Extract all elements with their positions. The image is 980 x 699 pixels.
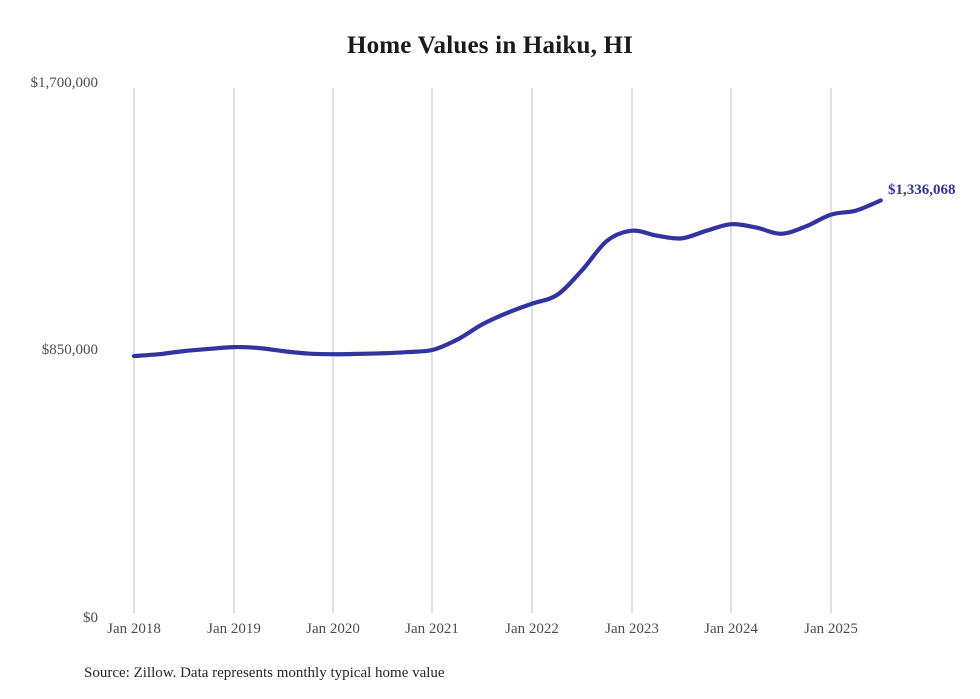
- end-value-annotation: $1,336,068: [888, 182, 956, 198]
- home-value-line: [131, 198, 883, 359]
- x-axis-tick-jan-2023: Jan 2023: [605, 621, 659, 637]
- x-axis-tick-jan-2024: Jan 2024: [704, 621, 758, 637]
- y-axis-tick-top: $1,700,000: [30, 75, 99, 91]
- x-axis-tick-jan-2020: Jan 2020: [306, 621, 360, 637]
- x-axis-tick-jan-2018: Jan 2018: [107, 621, 161, 637]
- x-axis-tick-jan-2021: Jan 2021: [405, 621, 459, 637]
- y-axis-tick-zero: $0: [83, 610, 98, 626]
- x-axis-tick-jan-2022: Jan 2022: [505, 621, 559, 637]
- source-note: Source: Zillow. Data represents monthly …: [84, 665, 445, 681]
- y-axis-tick-mid: $850,000: [41, 342, 98, 358]
- chart-title: Home Values in Haiku, HI: [346, 32, 634, 59]
- data-series-group: [131, 198, 883, 359]
- x-axis-tick-jan-2025: Jan 2025: [804, 621, 858, 637]
- x-axis-tick-jan-2019: Jan 2019: [207, 621, 261, 637]
- vertical-gridlines: [133, 88, 832, 613]
